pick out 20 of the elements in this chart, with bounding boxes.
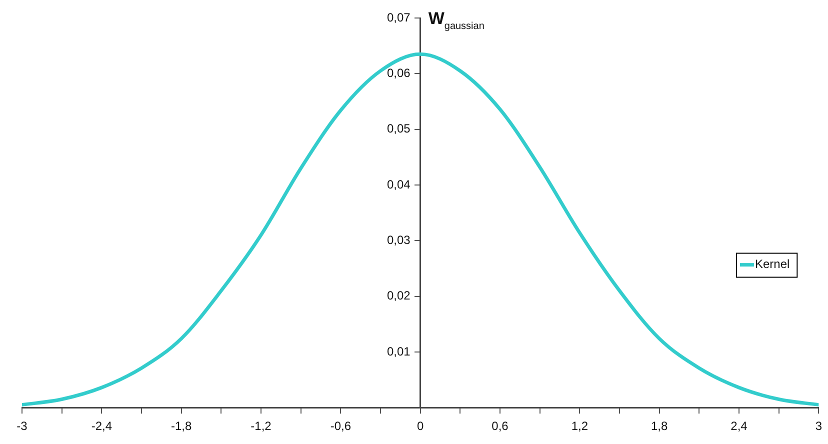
y-tick-label: 0,01 bbox=[386, 344, 411, 358]
y-tick-label: 0,06 bbox=[386, 66, 411, 80]
line-series bbox=[22, 52, 819, 407]
x-tick-label: 3 bbox=[815, 419, 822, 434]
x-tick-label: -2,4 bbox=[91, 419, 112, 434]
y-tick-label: 0,05 bbox=[386, 122, 411, 136]
y-tick-label: 0,03 bbox=[386, 232, 411, 247]
legend-label: Kernel bbox=[754, 257, 790, 272]
x-tick-label: 1,8 bbox=[650, 419, 668, 434]
x-tick-label: -1,8 bbox=[170, 419, 192, 434]
x-tick-label: 1,2 bbox=[571, 419, 588, 434]
x-tick-label: 0 bbox=[416, 419, 424, 434]
x-tick-label: 0,6 bbox=[492, 419, 509, 434]
x-tick-label: 2,4 bbox=[730, 419, 748, 434]
y-tick-label: 0,07 bbox=[386, 10, 411, 24]
x-tick-label: -3 bbox=[16, 419, 28, 434]
x-tick-label: -1,2 bbox=[250, 419, 272, 434]
x-tick-label: -0,6 bbox=[330, 419, 352, 434]
y-tick-label: 0,02 bbox=[386, 288, 411, 303]
y-tick-label: 0,04 bbox=[386, 177, 411, 192]
